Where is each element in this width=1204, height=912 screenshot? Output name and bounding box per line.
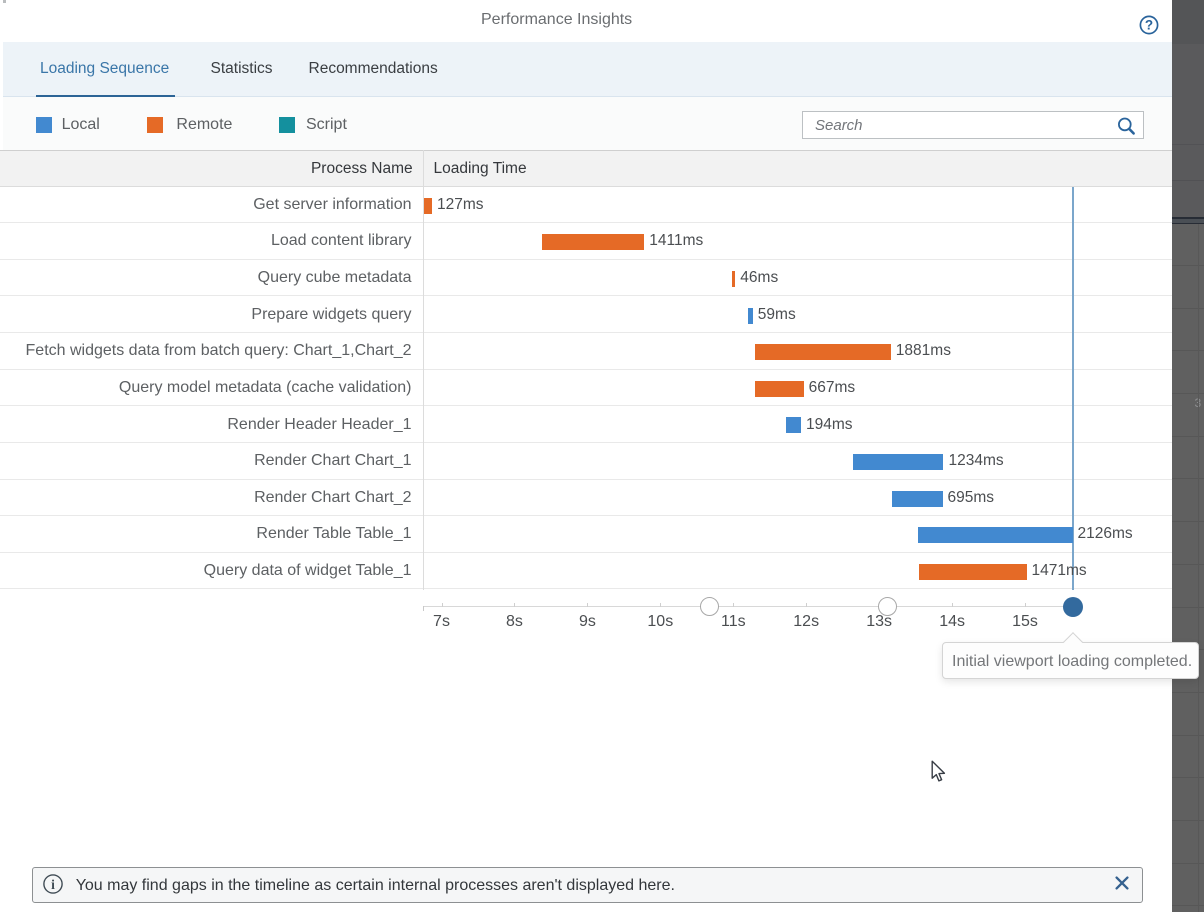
svg-text:?: ? — [1145, 18, 1153, 33]
svg-text:i: i — [51, 877, 55, 892]
